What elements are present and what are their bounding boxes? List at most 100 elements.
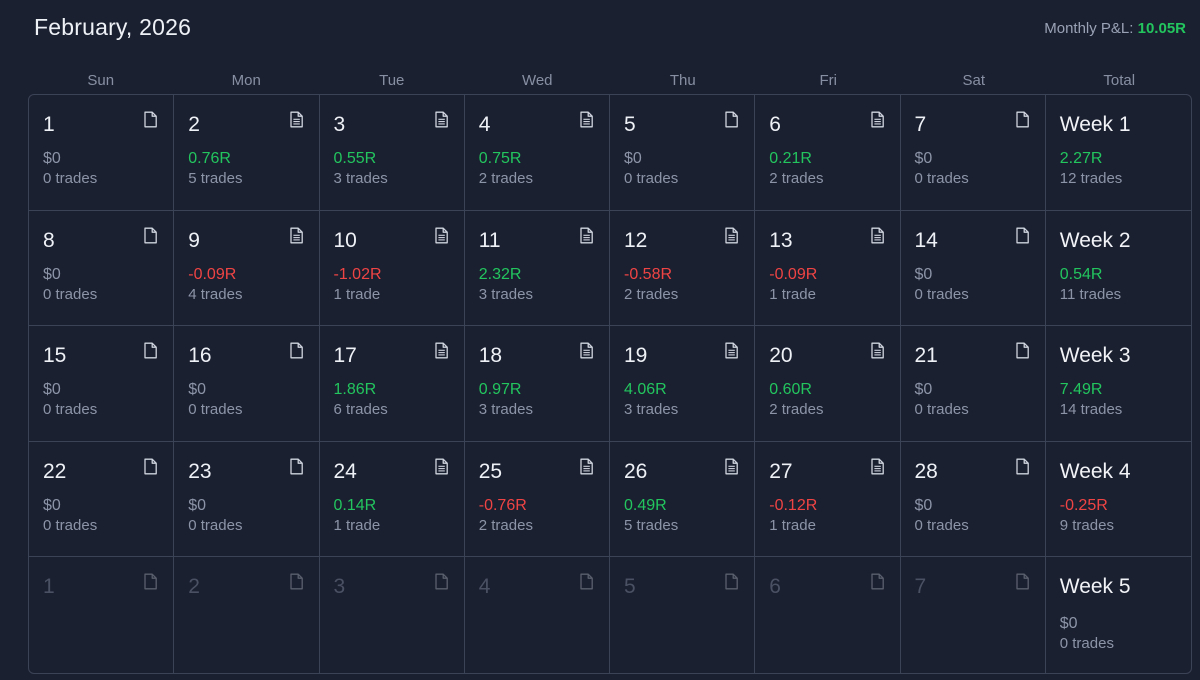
calendar-day-cell[interactable]: 7 $0 0 trades — [900, 95, 1046, 211]
calendar-day-cell-next-month[interactable]: 5 — [610, 557, 756, 673]
calendar-day-cell[interactable]: 15 $0 0 trades — [29, 326, 175, 442]
calendar-day-cell[interactable]: 20 0.60R 2 trades — [755, 326, 901, 442]
calendar-day-cell[interactable]: 2 0.76R 5 trades — [174, 95, 320, 211]
calendar-day-cell[interactable]: 14 $0 0 trades — [900, 210, 1046, 327]
document-notes-icon[interactable] — [434, 227, 449, 244]
document-icon[interactable] — [1015, 342, 1030, 359]
document-notes-icon[interactable] — [289, 227, 304, 244]
day-pnl: $0 — [43, 496, 61, 514]
calendar-day-cell[interactable]: 27 -0.12R 1 trade — [755, 441, 901, 558]
day-number: 1 — [43, 113, 55, 136]
calendar-day-cell[interactable]: 18 0.97R 3 trades — [464, 326, 610, 442]
day-number: 7 — [914, 113, 927, 136]
day-pnl: 1.86R — [333, 381, 377, 399]
day-pnl: $0 — [188, 381, 207, 399]
document-notes-icon[interactable] — [870, 342, 885, 359]
document-notes-icon[interactable] — [870, 227, 885, 244]
document-icon[interactable] — [143, 111, 158, 128]
day-pnl: $0 — [914, 150, 933, 167]
document-icon[interactable] — [143, 342, 158, 359]
calendar-day-cell-next-month[interactable]: 4 — [465, 557, 610, 673]
document-icon[interactable] — [1015, 227, 1030, 244]
day-trade-count: 3 trades — [624, 401, 679, 419]
calendar-day-cell[interactable]: 5 $0 0 trades — [610, 95, 756, 211]
document-notes-icon[interactable] — [724, 227, 739, 244]
calendar-day-cell[interactable]: 4 0.75R 2 trades — [464, 95, 610, 211]
day-trade-count: 6 trades — [333, 401, 388, 419]
weekday-header-wed: Wed — [521, 72, 553, 89]
week-label: Week 4 — [1059, 459, 1131, 483]
document-notes-icon[interactable] — [724, 458, 739, 475]
week-total-cell[interactable]: Week 2 0.54R 11 trades — [1045, 211, 1191, 327]
document-notes-icon[interactable] — [579, 458, 594, 475]
calendar-day-cell[interactable]: 16 $0 0 trades — [174, 326, 320, 442]
calendar-day-cell[interactable]: 12 -0.58R 2 trades — [610, 210, 756, 327]
document-notes-icon[interactable] — [579, 111, 594, 128]
calendar-day-cell[interactable]: 11 2.32R 3 trades — [464, 210, 610, 327]
week-pnl: -0.25R — [1059, 496, 1108, 514]
calendar-day-cell-next-month[interactable]: 1 — [29, 557, 175, 673]
calendar-day-cell[interactable]: 22 $0 0 trades — [29, 441, 175, 558]
week-total-cell[interactable]: Week 3 7.49R 14 trades — [1045, 326, 1191, 442]
document-notes-icon[interactable] — [434, 111, 449, 128]
calendar-day-cell[interactable]: 28 $0 0 trades — [900, 441, 1046, 558]
document-icon[interactable] — [1015, 458, 1030, 475]
calendar-day-cell[interactable]: 6 0.21R 2 trades — [755, 95, 901, 211]
calendar-day-cell[interactable]: 21 $0 0 trades — [900, 326, 1046, 442]
week-total-cell[interactable]: Week 1 2.27R 12 trades — [1045, 95, 1191, 211]
calendar-day-cell[interactable]: 3 0.55R 3 trades — [319, 95, 465, 211]
document-icon[interactable] — [143, 458, 158, 475]
document-notes-icon[interactable] — [579, 342, 594, 359]
day-trade-count: 3 trades — [478, 401, 533, 419]
calendar-day-cell[interactable]: 13 -0.09R 1 trade — [755, 210, 901, 327]
calendar-day-cell[interactable]: 23 $0 0 trades — [174, 441, 320, 558]
week-total-cell[interactable]: Week 4 -0.25R 9 trades — [1045, 442, 1191, 558]
week-pnl: 2.27R — [1059, 150, 1103, 167]
week-total-cell[interactable]: Week 5 $0 0 trades — [1046, 557, 1191, 673]
calendar-grid: 1 $0 0 trades 2 0.76R 5 trades 3 0.55R 3 trades 4… — [28, 94, 1192, 674]
document-notes-icon[interactable] — [434, 342, 449, 359]
day-pnl: $0 — [914, 265, 933, 283]
calendar-day-cell[interactable]: 26 0.49R 5 trades — [610, 441, 756, 558]
weekday-header-thu: Thu — [669, 72, 696, 89]
day-trade-count: 1 trade — [769, 285, 816, 303]
document-notes-icon[interactable] — [289, 111, 304, 128]
calendar-day-cell[interactable]: 8 $0 0 trades — [29, 210, 175, 327]
document-icon[interactable] — [1015, 111, 1030, 128]
calendar-day-cell[interactable]: 10 -1.02R 1 trade — [319, 210, 465, 327]
document-icon[interactable] — [289, 342, 304, 359]
calendar-day-cell[interactable]: 19 4.06R 3 trades — [610, 326, 756, 442]
calendar-day-cell[interactable]: 17 1.86R 6 trades — [319, 326, 465, 442]
calendar-day-cell-next-month[interactable]: 3 — [320, 557, 465, 673]
day-pnl: -0.76R — [478, 496, 527, 514]
document-notes-icon[interactable] — [434, 458, 449, 475]
document-icon[interactable] — [579, 573, 594, 590]
document-icon[interactable] — [143, 573, 158, 590]
day-pnl: $0 — [43, 265, 61, 283]
day-number: 23 — [188, 459, 212, 483]
document-icon[interactable] — [1015, 573, 1030, 590]
calendar-day-cell[interactable]: 24 0.14R 1 trade — [319, 441, 465, 558]
week-trade-count: 12 trades — [1059, 170, 1123, 187]
day-number: 16 — [188, 344, 212, 368]
document-icon[interactable] — [724, 573, 739, 590]
document-icon[interactable] — [724, 111, 739, 128]
document-icon[interactable] — [434, 573, 449, 590]
calendar-day-cell[interactable]: 1 $0 0 trades — [29, 95, 175, 211]
document-icon[interactable] — [870, 573, 885, 590]
calendar-day-cell[interactable]: 25 -0.76R 2 trades — [464, 441, 610, 558]
document-notes-icon[interactable] — [870, 111, 885, 128]
document-icon[interactable] — [289, 458, 304, 475]
calendar-day-cell-next-month[interactable]: 6 — [755, 557, 901, 673]
document-icon[interactable] — [143, 227, 158, 244]
document-notes-icon[interactable] — [870, 458, 885, 475]
document-notes-icon[interactable] — [724, 342, 739, 359]
document-notes-icon[interactable] — [579, 227, 594, 244]
day-trade-count: 0 trades — [914, 401, 969, 419]
day-number: 3 — [333, 113, 346, 136]
document-icon[interactable] — [289, 573, 304, 590]
calendar-day-cell[interactable]: 9 -0.09R 4 trades — [174, 210, 320, 327]
calendar-day-cell-next-month[interactable]: 7 — [901, 557, 1046, 673]
week-trade-count: 14 trades — [1059, 401, 1123, 419]
calendar-day-cell-next-month[interactable]: 2 — [174, 557, 320, 673]
